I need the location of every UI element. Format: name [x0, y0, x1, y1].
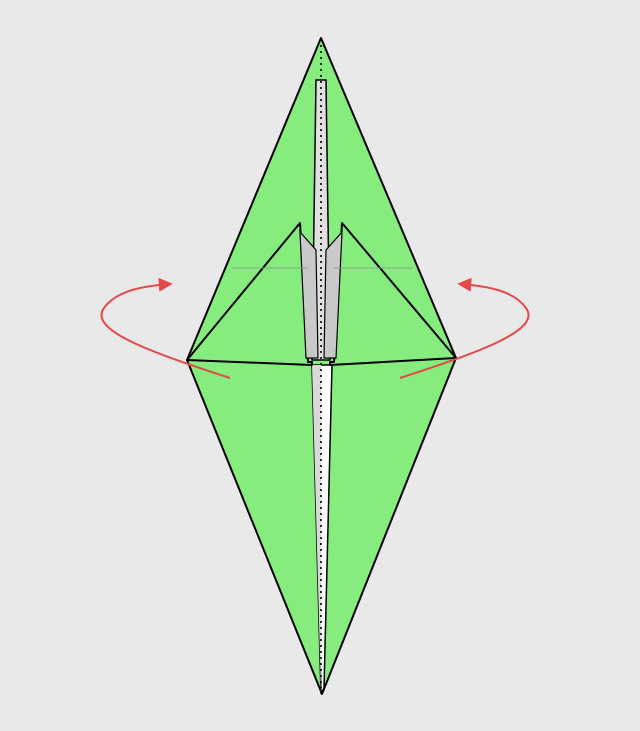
- center-slit-lower-shadow: [312, 365, 321, 694]
- left-pocket: [299, 230, 319, 359]
- right-pocket: [323, 230, 343, 359]
- reverse-fold-arrow-right: [399, 277, 530, 379]
- right-inner-flap: [329, 222, 457, 366]
- left-inner-flap: [186, 222, 313, 366]
- reverse-fold-arrow-left: [100, 277, 231, 379]
